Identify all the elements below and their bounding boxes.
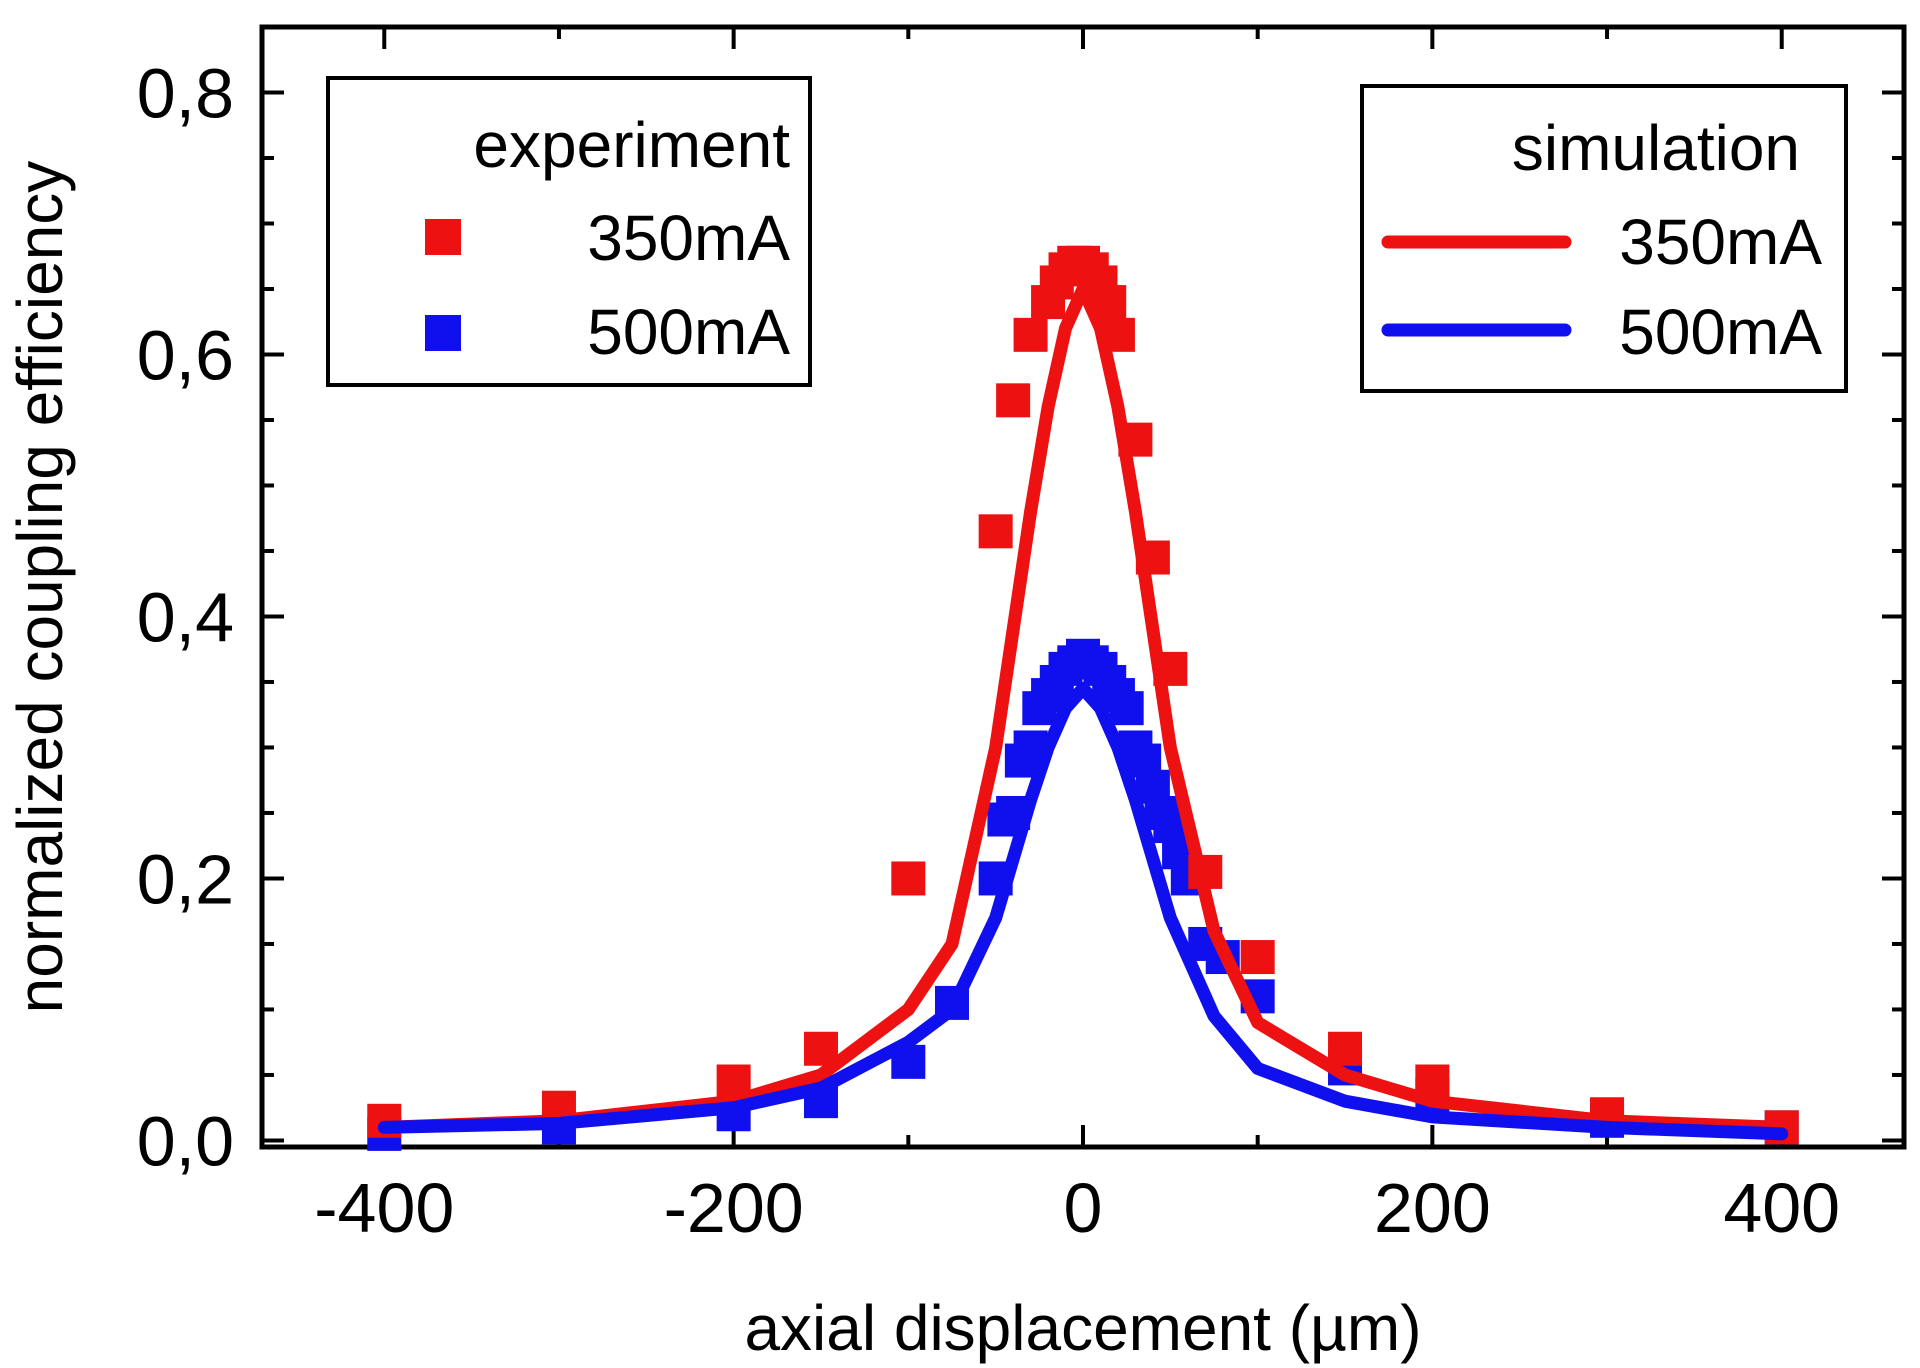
- data-point: [996, 383, 1031, 418]
- x-tick-label: 400: [1723, 1169, 1840, 1247]
- data-point: [1013, 317, 1048, 352]
- y-tick-label: 0,8: [137, 54, 234, 132]
- legend-experiment: experiment 350mA 500mA: [326, 76, 812, 387]
- legend-experiment-label-350ma: 350mA: [587, 202, 790, 274]
- y-axis-title: normalized coupling efficiency: [4, 161, 76, 1014]
- data-point: [978, 514, 1013, 549]
- y-tick-label: 0,4: [137, 578, 234, 656]
- series-line-simulation-350ma: [377, 282, 1789, 1134]
- y-tick-label: 0,6: [137, 316, 234, 394]
- legend-experiment-label-500ma: 500mA: [587, 296, 790, 368]
- series-line-simulation-500ma: [377, 682, 1789, 1141]
- y-tick-label: 0,2: [137, 840, 234, 918]
- data-point: [1328, 1031, 1363, 1066]
- x-axis-title: axial displacement (µm): [744, 1292, 1421, 1364]
- legend-marker-350ma-square: [425, 219, 461, 255]
- legend-experiment-title: experiment: [473, 109, 790, 181]
- x-tick-label: 200: [1374, 1169, 1491, 1247]
- legend-experiment-box: [326, 76, 812, 387]
- y-tick-label: 0,0: [137, 1102, 234, 1180]
- legend-marker-500ma-square: [425, 315, 461, 351]
- series-experiment-500ma: [367, 638, 1799, 1151]
- x-tick-label: -200: [664, 1169, 804, 1247]
- x-tick-label: -400: [314, 1169, 454, 1247]
- data-point: [891, 861, 926, 896]
- data-point: [1109, 691, 1144, 726]
- legend-simulation-label-350ma: 350mA: [1619, 206, 1822, 278]
- legend-simulation-title: simulation: [1512, 112, 1800, 184]
- legend-simulation-label-500ma: 500mA: [1619, 296, 1822, 368]
- series-layer: [367, 245, 1799, 1151]
- x-tick-label: 0: [1064, 1169, 1103, 1247]
- data-point: [1240, 940, 1275, 975]
- legend-simulation: simulation 350mA 500mA: [1360, 84, 1848, 393]
- axis-tick-labels: -400 -200 0 200 400 0,0 0,2 0,4 0,6 0,8: [137, 54, 1840, 1247]
- axis-ticks: [262, 27, 1904, 1147]
